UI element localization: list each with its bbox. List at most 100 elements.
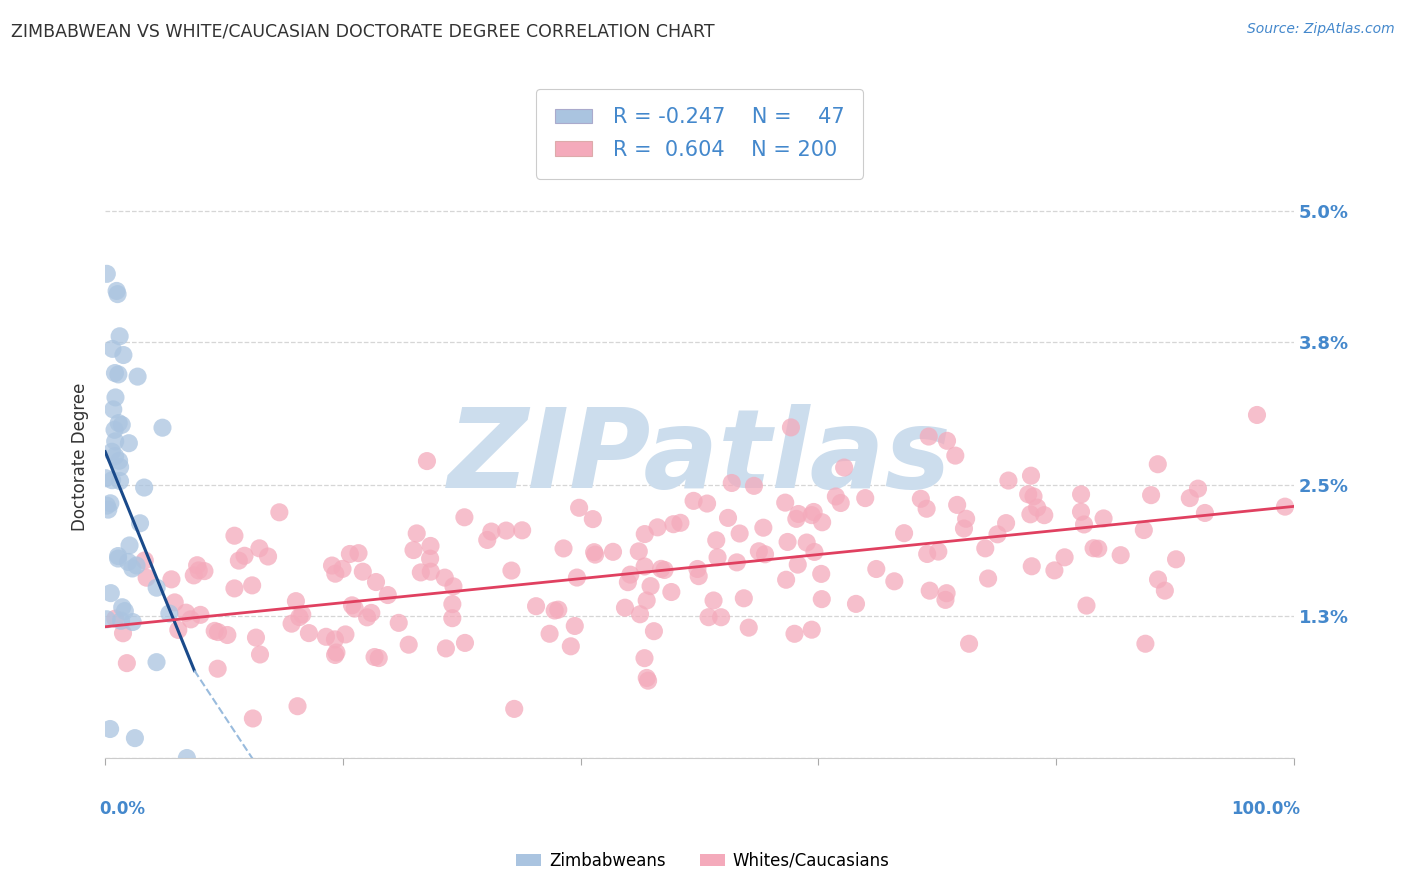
Point: [704, 533, 727, 548]
Point: [1053, 550, 1076, 565]
Point: [1153, 583, 1175, 598]
Point: [1133, 523, 1156, 537]
Point: [1083, 541, 1105, 556]
Point: [742, 479, 765, 493]
Point: [787, 507, 810, 521]
Point: [602, 545, 624, 559]
Point: [100, 586, 122, 600]
Point: [786, 558, 808, 572]
Point: [352, 565, 374, 579]
Point: [193, 564, 215, 578]
Point: [682, 494, 704, 508]
Point: [364, 575, 387, 590]
Point: [127, 369, 149, 384]
Point: [441, 597, 464, 611]
Point: [107, 287, 129, 301]
Point: [245, 631, 267, 645]
Point: [115, 656, 138, 670]
Point: [247, 541, 270, 556]
Point: [315, 630, 337, 644]
Point: [224, 582, 246, 596]
Point: [915, 501, 938, 516]
Point: [96, 499, 118, 513]
Point: [845, 597, 868, 611]
Point: [257, 549, 280, 564]
Point: [636, 593, 658, 607]
Point: [233, 549, 256, 563]
Point: [1073, 517, 1095, 532]
Point: [662, 517, 685, 532]
Point: [565, 570, 588, 584]
Point: [441, 579, 464, 593]
Point: [910, 491, 932, 506]
Point: [560, 640, 582, 654]
Y-axis label: Doctorate Degree: Doctorate Degree: [72, 383, 89, 532]
Point: [280, 616, 302, 631]
Point: [1109, 548, 1132, 562]
Point: [997, 474, 1019, 488]
Point: [104, 434, 127, 449]
Point: [865, 562, 887, 576]
Point: [927, 544, 949, 558]
Point: [538, 627, 561, 641]
Point: [416, 454, 439, 468]
Text: ZIPatlas: ZIPatlas: [447, 404, 952, 510]
Point: [405, 526, 427, 541]
Text: Source: ZipAtlas.com: Source: ZipAtlas.com: [1247, 22, 1395, 37]
Point: [97, 502, 120, 516]
Point: [180, 612, 202, 626]
Point: [800, 508, 823, 522]
Point: [1022, 490, 1045, 504]
Point: [830, 496, 852, 510]
Point: [110, 614, 132, 628]
Point: [249, 648, 271, 662]
Point: [776, 535, 799, 549]
Point: [104, 449, 127, 463]
Point: [728, 526, 751, 541]
Point: [160, 573, 183, 587]
Point: [544, 603, 567, 617]
Point: [935, 586, 957, 600]
Point: [883, 574, 905, 589]
Point: [118, 538, 141, 552]
Point: [946, 498, 969, 512]
Point: [1070, 505, 1092, 519]
Point: [388, 615, 411, 630]
Point: [553, 541, 575, 556]
Point: [1033, 508, 1056, 523]
Text: 100.0%: 100.0%: [1230, 799, 1299, 818]
Point: [974, 541, 997, 556]
Point: [995, 516, 1018, 530]
Point: [953, 522, 976, 536]
Point: [125, 558, 148, 573]
Point: [240, 578, 263, 592]
Point: [1021, 559, 1043, 574]
Point: [957, 637, 980, 651]
Point: [918, 429, 941, 443]
Point: [659, 585, 682, 599]
Point: [325, 646, 347, 660]
Point: [986, 527, 1008, 541]
Point: [619, 567, 641, 582]
Point: [633, 559, 655, 574]
Point: [157, 607, 180, 621]
Point: [360, 606, 382, 620]
Point: [112, 348, 135, 362]
Point: [706, 550, 728, 565]
Point: [738, 621, 761, 635]
Legend: Zimbabweans, Whites/Caucasians: Zimbabweans, Whites/Caucasians: [509, 846, 897, 877]
Point: [335, 627, 357, 641]
Point: [688, 569, 710, 583]
Point: [323, 632, 346, 647]
Point: [96, 267, 118, 281]
Point: [118, 436, 141, 450]
Point: [773, 495, 796, 509]
Point: [167, 623, 190, 637]
Point: [134, 481, 156, 495]
Point: [103, 423, 125, 437]
Point: [409, 566, 432, 580]
Point: [101, 342, 124, 356]
Point: [103, 402, 125, 417]
Point: [367, 651, 389, 665]
Point: [943, 449, 966, 463]
